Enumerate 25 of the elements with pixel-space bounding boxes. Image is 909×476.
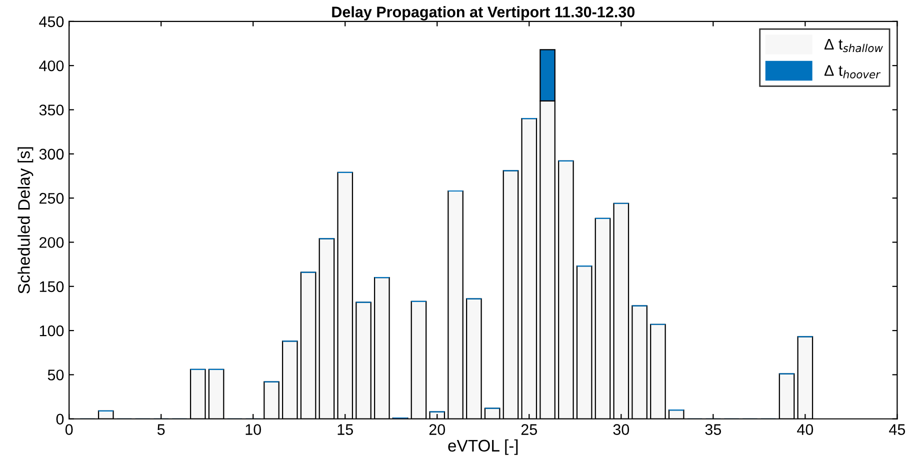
chart-title: Delay Propagation at Vertiport 11.30-12.30 xyxy=(332,6,635,20)
x-tick-label: 25 xyxy=(521,424,537,435)
y-tick-label: 400 xyxy=(39,60,64,72)
x-tick-label: 15 xyxy=(338,424,353,435)
x-axis-title: eVTOL [-] xyxy=(448,439,518,455)
x-tick-label: 40 xyxy=(797,424,814,435)
y-tick-label: 100 xyxy=(40,325,64,336)
x-tick-label: 10 xyxy=(246,424,262,435)
x-tick-label: 5 xyxy=(157,424,165,435)
y-tick-label: 50 xyxy=(48,370,64,380)
y-tick-label: 150 xyxy=(40,281,64,292)
x-tick-label: 0 xyxy=(65,424,73,435)
x-tick-label: 30 xyxy=(613,424,630,435)
x-tick-label: 35 xyxy=(705,424,722,435)
y-tick-label: 250 xyxy=(40,192,64,204)
y-tick-label: 200 xyxy=(40,237,64,248)
y-tick-label: 300 xyxy=(39,148,64,160)
y-tick-label: 350 xyxy=(39,104,64,116)
legend-label: Δ t$_{shallow}$ xyxy=(824,38,883,52)
x-tick-label: 45 xyxy=(889,424,906,435)
y-axis-title: Scheduled Delay [s] xyxy=(18,147,34,294)
y-tick-label: 0 xyxy=(56,414,64,425)
legend-label: Δ t$_{hoover}$ xyxy=(824,65,881,78)
y-tick-label: 450 xyxy=(39,16,64,28)
x-tick-label: 20 xyxy=(429,424,446,435)
